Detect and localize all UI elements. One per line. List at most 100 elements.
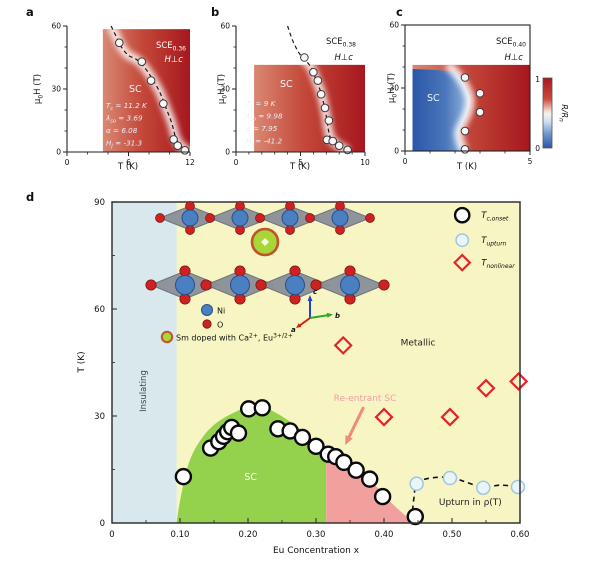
- oxygen-atom: [378, 279, 390, 291]
- t-upturn-marker: [510, 479, 526, 495]
- field-orientation-label: H⊥c: [505, 53, 524, 63]
- x-tick-label: 0.10: [171, 530, 190, 540]
- nickel-atom: [285, 275, 305, 295]
- nickel-atom: [331, 209, 349, 227]
- tc-onset-marker: [307, 437, 325, 456]
- oxygen-atom: [344, 293, 356, 305]
- y-tick-label: 30: [389, 84, 399, 93]
- transition-band: [444, 64, 475, 151]
- reentrant-sc-label: Re-entrant SC: [334, 394, 397, 404]
- y-tick-label: 30: [51, 85, 61, 94]
- x-tick-label: 0: [403, 157, 408, 166]
- legend-label: Tc,onset: [481, 211, 509, 223]
- y-tick-label: 0: [100, 519, 105, 529]
- colorbar-axis-label: R/Rn: [558, 104, 569, 122]
- oxygen-atom: [234, 293, 246, 305]
- x-tick-label: 5: [528, 157, 533, 166]
- oxygen-atom: [365, 213, 375, 223]
- x-tick-label: 10: [360, 158, 370, 167]
- hc2-data-point: [324, 116, 334, 125]
- hc2-data-point: [159, 99, 168, 108]
- oxygen-atom: [235, 201, 245, 211]
- heatmap-normal-region: [254, 64, 365, 152]
- inset-legend-label: Sm doped with Ca2+, Eu3+/2+: [176, 332, 293, 342]
- nickel-atom: [181, 209, 199, 227]
- tc-onset-marker: [361, 470, 379, 488]
- legend-sm-icon: [160, 330, 174, 344]
- y-axis-label: μ0H (T): [217, 74, 229, 104]
- fit-annotation: HJ = -31.3: [106, 139, 143, 150]
- oxygen-atom: [289, 265, 301, 277]
- upturn-label: Upturn in ρ(T): [439, 498, 502, 508]
- x-axis-label: T (K): [456, 162, 477, 172]
- tc-onset-marker: [373, 487, 392, 506]
- y-tick-label: 60: [94, 305, 105, 315]
- hc2-dashed-line: [110, 25, 191, 153]
- colorbar-max-label: 1: [535, 75, 540, 84]
- oxygen-atom: [155, 213, 165, 223]
- field-orientation-label: H⊥c: [165, 55, 184, 65]
- hc2-data-point: [313, 76, 323, 85]
- panel-d: Insulating Metallic SC Re-entrant SC Upturn …: [26, 190, 529, 556]
- y-axis-label: μ0H (T): [387, 73, 399, 103]
- oxygen-atom: [205, 213, 215, 223]
- x-tick-label: 12: [185, 158, 195, 167]
- tc-onset-marker: [453, 206, 471, 224]
- fit-annotation: Tc = 9 K: [246, 99, 277, 110]
- y-tick-label: 0: [394, 147, 399, 156]
- sc-region-label: SC: [280, 79, 293, 90]
- nickel-atom: [340, 275, 360, 295]
- x-tick-label: 0.60: [511, 530, 530, 540]
- sc-dome-label: SC: [244, 472, 257, 483]
- x-tick-label: 6: [126, 158, 131, 167]
- t-nonlinear-marker: [453, 253, 472, 272]
- hc2-data-point: [300, 53, 309, 62]
- fit-annotation: α = 7.95: [246, 124, 278, 133]
- x-tick-label: 0.20: [239, 530, 258, 540]
- sample-title: SCE0.38: [326, 37, 356, 49]
- arrow-head: [345, 435, 353, 445]
- x-tick-label: 0: [65, 158, 70, 167]
- oxygen-atom: [305, 213, 315, 223]
- tc-onset-marker: [335, 453, 353, 472]
- sc-region-label: SC: [427, 93, 440, 104]
- hc2-data-point: [334, 141, 344, 150]
- hc2-data-point: [475, 107, 485, 117]
- hc2-data-point: [146, 76, 156, 85]
- panel-a: 0 6 12 0 30 60 a SCE0.36 H⊥c SC Tc = 11.2 K λso = 3…: [26, 5, 195, 172]
- oxygen-atom: [234, 265, 246, 277]
- oxygen-atom: [255, 279, 267, 291]
- fit-annotation: λso = 3.69: [105, 114, 143, 125]
- field-orientation-label: H⊥c: [335, 53, 354, 63]
- b-axis-arrow: [309, 314, 330, 319]
- t-nonlinear-marker: [509, 371, 529, 391]
- hc2-data-point: [180, 146, 190, 155]
- y-axis-label: μ0H (T): [33, 74, 45, 104]
- oxygen-atom: [145, 279, 157, 291]
- reentrant-arrow: [346, 406, 365, 440]
- hc2-data-point: [169, 135, 178, 144]
- x-tick-label: 0.50: [443, 530, 462, 540]
- oxygen-atom: [285, 225, 295, 235]
- colorbar-min-label: 0: [535, 144, 540, 153]
- tc-onset-marker: [174, 467, 193, 486]
- y-tick-label: 90: [94, 198, 105, 208]
- hc2-data-point: [137, 57, 147, 67]
- legend-o-icon: [202, 319, 212, 329]
- y-tick-label: 60: [220, 22, 230, 31]
- arrow-head: [296, 323, 302, 328]
- fit-annotation: Tc = 11.2 K: [106, 101, 148, 112]
- y-tick-label: 30: [220, 85, 230, 94]
- oxygen-atom: [289, 293, 301, 305]
- inset-legend-label: Ni: [217, 307, 225, 316]
- crystal-structure-inset: Ni O Sm doped with Ca2+, Eu3+/2+ c b a: [145, 201, 390, 344]
- y-tick-label: 30: [94, 412, 105, 422]
- panel-letter-b: b: [211, 5, 219, 19]
- sm-atom-highlight: [261, 238, 269, 246]
- t-nonlinear-marker: [333, 335, 353, 355]
- oxygen-atom: [310, 279, 322, 291]
- hc2-data-point: [328, 136, 338, 146]
